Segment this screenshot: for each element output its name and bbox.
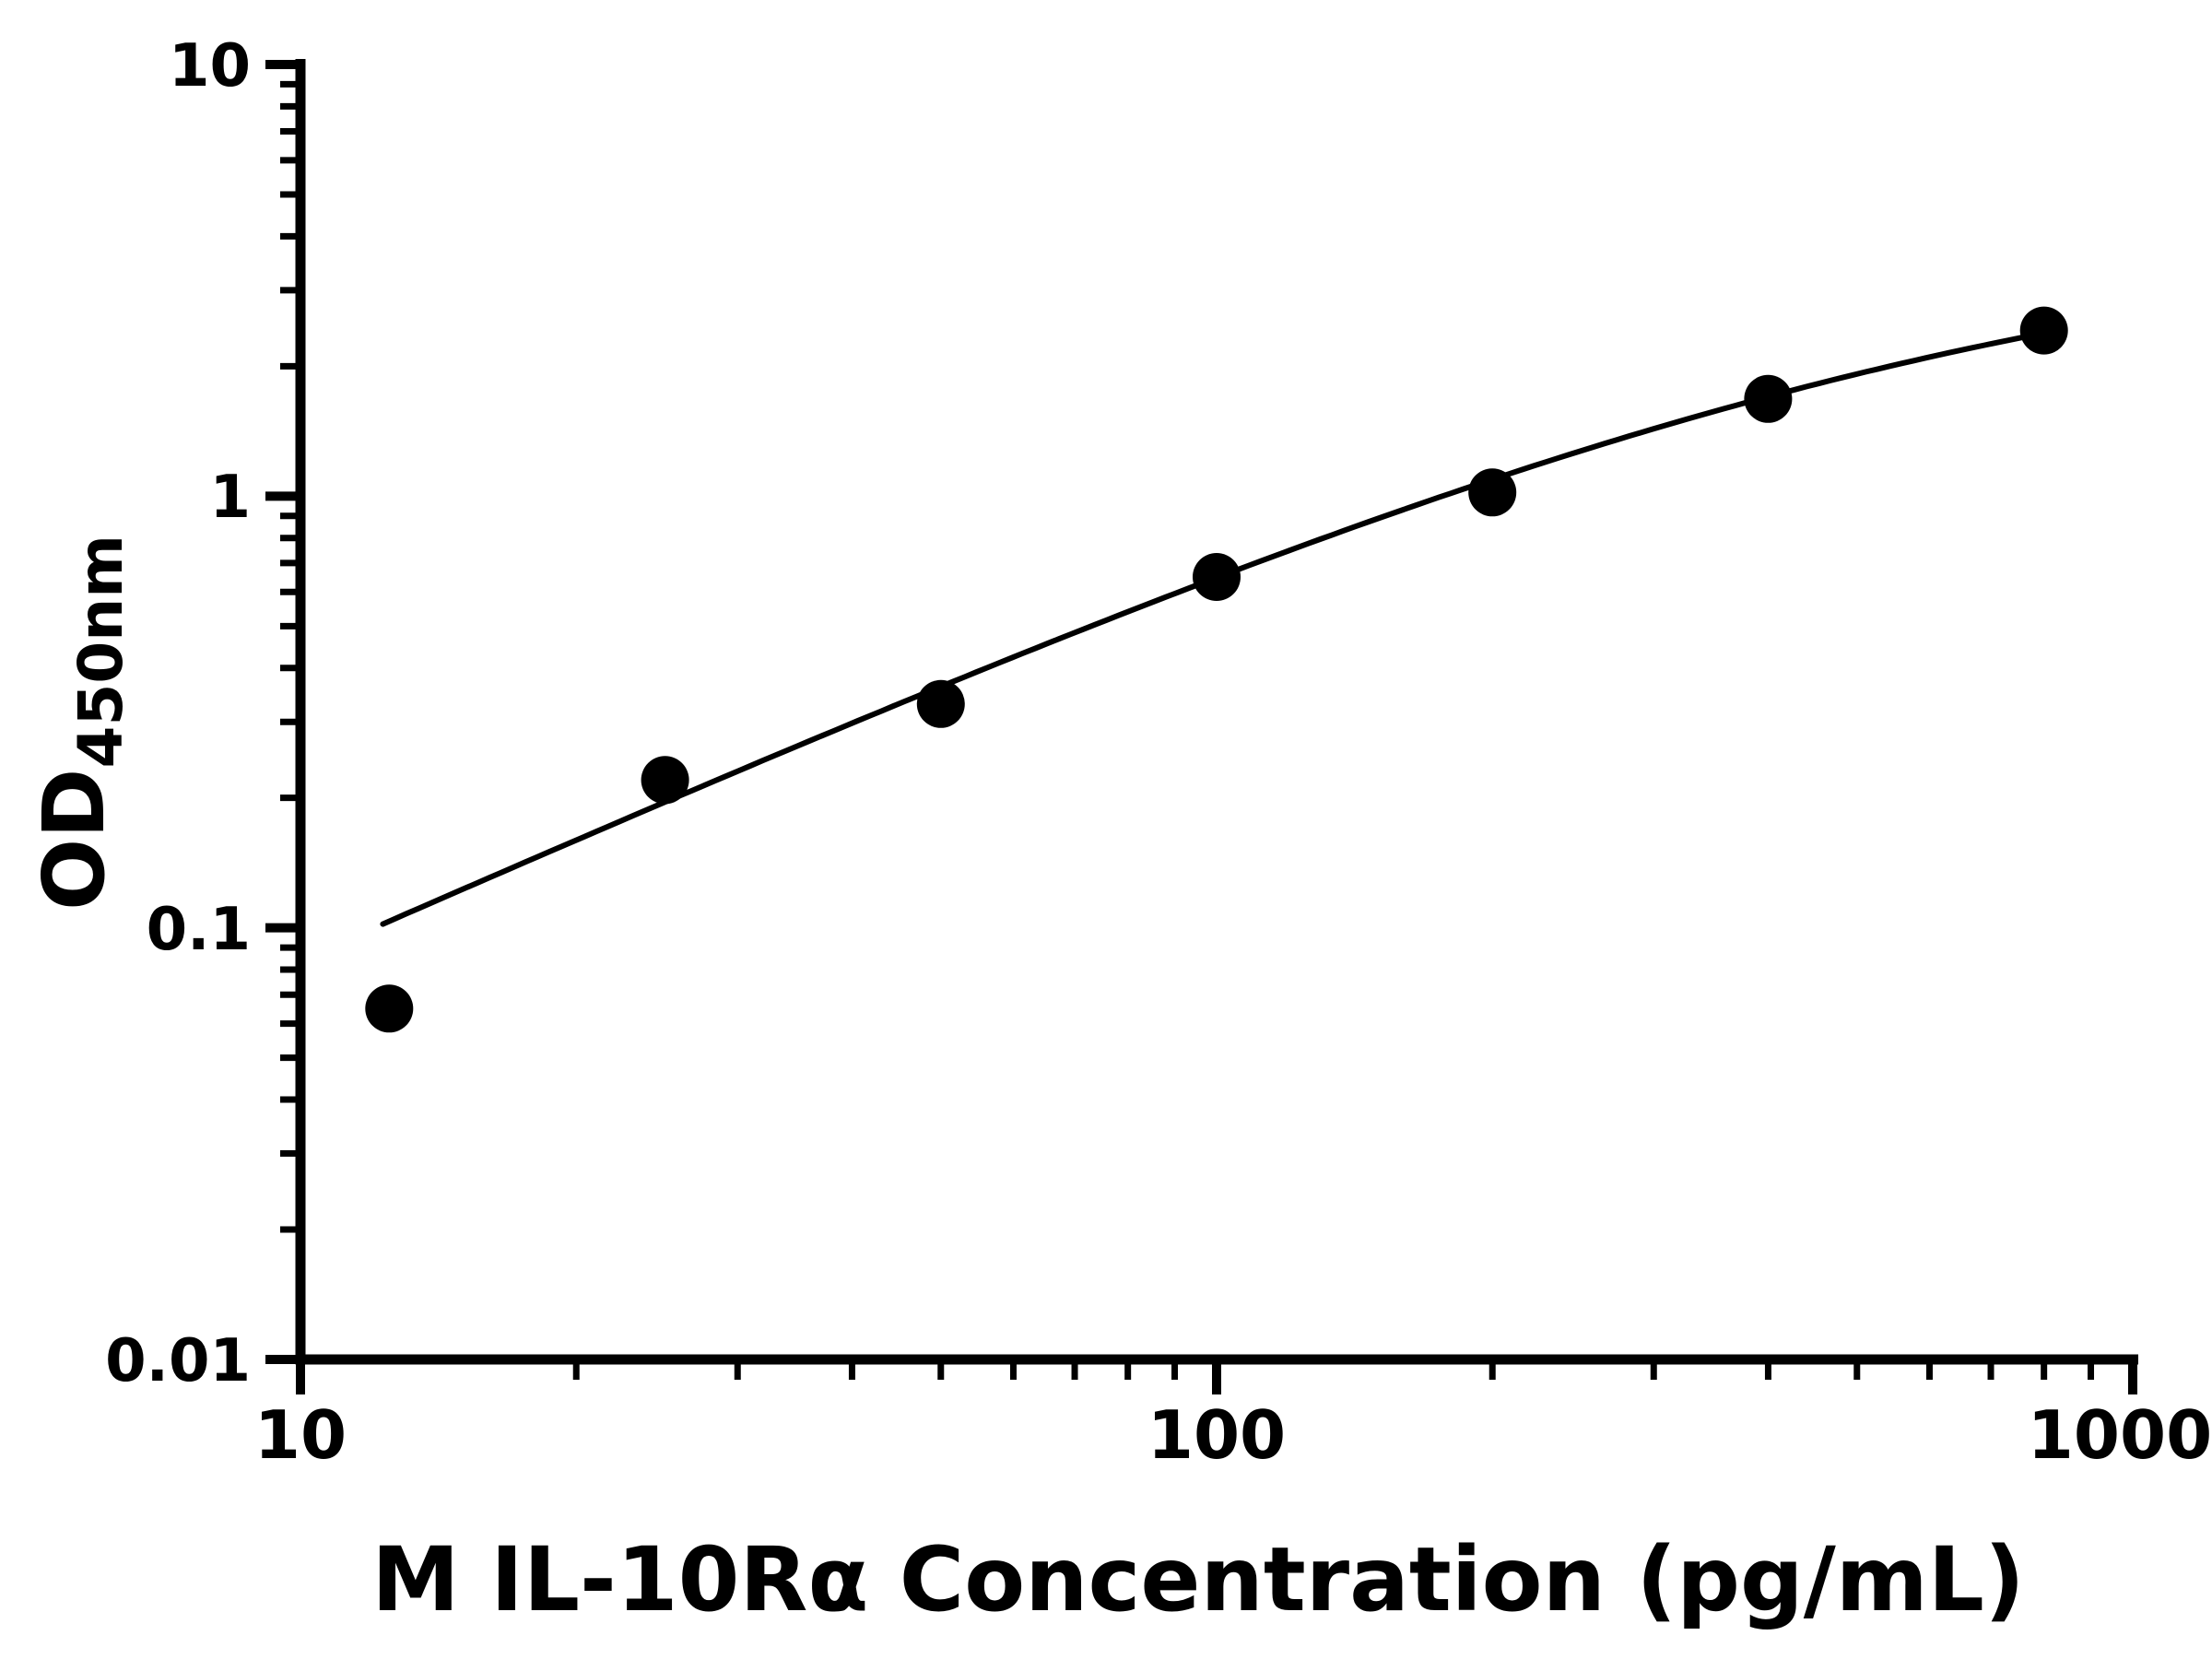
y-tick-label-1: 1 bbox=[209, 464, 251, 532]
axes bbox=[265, 59, 2138, 1394]
plot-area bbox=[365, 306, 2068, 1033]
y-axis-title-subscript: 450nm bbox=[65, 535, 136, 769]
y-tick-label-0.1: 0.1 bbox=[147, 896, 251, 964]
fit-curve-line bbox=[380, 330, 2047, 927]
data-point bbox=[641, 756, 689, 805]
data-point bbox=[1468, 468, 1517, 517]
axis-lines bbox=[295, 59, 2138, 1365]
data-point bbox=[365, 984, 414, 1033]
y-tick-label-0.01: 0.01 bbox=[105, 1327, 251, 1395]
data-point bbox=[1193, 553, 1241, 601]
x-axis-title: M IL-10Rα Concentration (pg/mL) bbox=[371, 1528, 2025, 1631]
y-tick-labels: 10 1 0.1 0.01 bbox=[105, 32, 251, 1395]
x-tick-labels: 10 100 1000 bbox=[254, 1396, 2212, 1474]
x-tick-label-100: 100 bbox=[1147, 1396, 1286, 1474]
data-point bbox=[916, 679, 965, 728]
data-point bbox=[2019, 306, 2068, 355]
y-axis-title-main: OD bbox=[25, 768, 124, 911]
y-tick-label-10: 10 bbox=[169, 32, 251, 100]
x-tick-label-1000: 1000 bbox=[2028, 1396, 2212, 1474]
x-tick-label-10: 10 bbox=[254, 1396, 347, 1474]
y-axis-title: OD450nm bbox=[25, 535, 136, 911]
data-point bbox=[1744, 374, 1793, 423]
